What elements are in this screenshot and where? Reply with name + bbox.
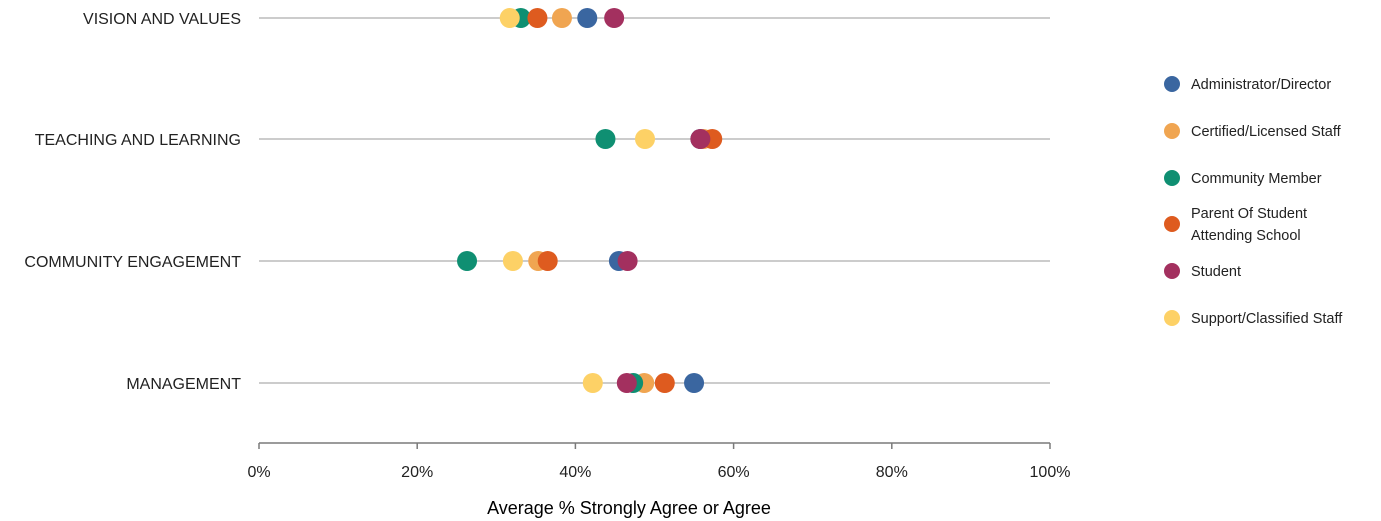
x-axis: 0% 20% 40% 60% 80% 100%: [247, 442, 1071, 481]
category-label: COMMUNITY ENGAGEMENT: [24, 254, 241, 271]
category-rows: VISION AND VALUES TEACHING AND LEARNING CO…: [24, 11, 1050, 393]
x-tick-label: 0%: [247, 464, 270, 481]
data-point: [690, 129, 711, 149]
data-point: [551, 8, 572, 28]
data-points: [457, 8, 723, 393]
data-point: [616, 373, 637, 393]
legend-marker: [1164, 263, 1180, 279]
legend-marker: [1164, 310, 1180, 326]
data-point: [537, 251, 558, 271]
x-tick-label: 60%: [718, 464, 750, 481]
legend-label: Certified/Licensed Staff: [1191, 124, 1342, 140]
legend-label: Support/Classified Staff: [1191, 311, 1343, 327]
legend-label: Community Member: [1191, 171, 1322, 187]
x-tick-label: 20%: [401, 464, 433, 481]
data-point: [499, 8, 520, 28]
data-point: [457, 251, 478, 271]
x-tick-label: 40%: [559, 464, 591, 481]
x-axis-label: Average % Strongly Agree or Agree: [487, 498, 771, 518]
data-point: [654, 373, 675, 393]
data-point: [595, 129, 616, 149]
legend-marker: [1164, 76, 1180, 92]
category-label: TEACHING AND LEARNING: [35, 132, 241, 149]
x-tick-label: 80%: [876, 464, 908, 481]
data-point: [635, 129, 656, 149]
x-tick-label: 100%: [1030, 464, 1071, 481]
legend-label: Parent Of Student Attending School: [1191, 206, 1307, 244]
data-point: [604, 8, 625, 28]
legend-marker: [1164, 123, 1180, 139]
legend-label: Student: [1191, 264, 1241, 280]
category-label: MANAGEMENT: [126, 376, 241, 393]
data-point: [577, 8, 598, 28]
category-label: VISION AND VALUES: [83, 11, 241, 28]
legend-marker: [1164, 170, 1180, 186]
data-point: [617, 251, 638, 271]
legend: Administrator/Director Certified/Licensed…: [1164, 76, 1343, 327]
data-point: [502, 251, 523, 271]
data-point: [582, 373, 603, 393]
data-point: [684, 373, 705, 393]
legend-marker: [1164, 216, 1180, 232]
data-point: [527, 8, 548, 28]
legend-label: Administrator/Director: [1191, 77, 1331, 93]
